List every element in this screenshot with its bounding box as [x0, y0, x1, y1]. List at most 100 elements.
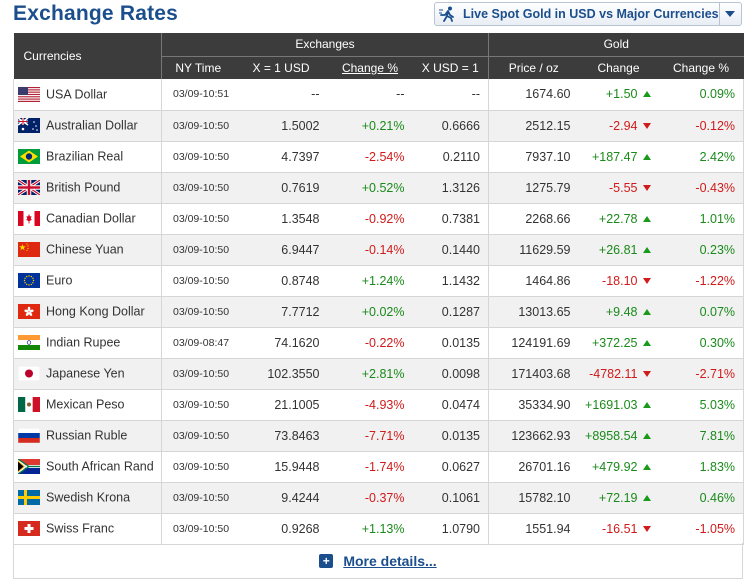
- currency-cell: USA Dollar: [13, 79, 162, 111]
- japan-flag-icon: [18, 366, 40, 382]
- table-footer: + More details...: [13, 543, 743, 579]
- rate-cell: 1.5002: [234, 110, 328, 142]
- change-pct-cell: +0.52%: [327, 172, 413, 204]
- ny-time-cell: 03/09-10:50: [161, 141, 235, 173]
- sweden-flag-icon: [18, 490, 40, 506]
- inverse-rate-cell: 1.3126: [412, 172, 489, 204]
- currency-name: USA Dollar: [46, 87, 108, 102]
- up-arrow-icon: [642, 246, 651, 253]
- gold-change-pct-cell: -0.12%: [658, 110, 745, 142]
- up-arrow-icon: [642, 401, 651, 408]
- change-pct-cell: -2.54%: [327, 141, 413, 173]
- brazil-flag-icon: [18, 149, 40, 165]
- gold-change-pct-cell: 7.81%: [658, 420, 745, 452]
- currency-name: British Pound: [46, 180, 121, 195]
- rate-cell: 102.3550: [234, 358, 328, 390]
- table-row: Chinese Yuan 03/09-10:50 6.9447 -0.14% 0.144…: [13, 234, 745, 266]
- table-row: USA Dollar 03/09-10:51 -- -- -- 1674.60 +1.50 0…: [13, 79, 745, 111]
- rate-cell: 0.7619: [234, 172, 328, 204]
- canada-flag-icon: [18, 211, 40, 227]
- table-row: Russian Ruble 03/09-10:50 73.8463 -7.71% 0.0…: [13, 420, 745, 452]
- gold-change-pct-cell: 5.03%: [658, 389, 745, 421]
- chevron-down-icon[interactable]: [718, 3, 741, 25]
- currency-name: Indian Rupee: [46, 335, 121, 350]
- table-row: South African Rand 03/09-10:50 15.9448 -1.7…: [13, 451, 745, 483]
- ny-time-cell: 03/09-08:47: [161, 327, 235, 359]
- gold-change-pct-cell: 1.01%: [658, 203, 745, 235]
- gold-change-cell: +1.50: [578, 79, 659, 111]
- gold-change-cell: -4782.11: [578, 358, 659, 390]
- gold-price-cell: 15782.10: [488, 482, 579, 514]
- gold-header: Gold: [488, 33, 744, 57]
- live-spot-gold-label: Live Spot Gold in USD vs Major Currencie…: [463, 7, 719, 21]
- eu-flag-icon: [18, 273, 40, 289]
- currency-cell: Russian Ruble: [13, 420, 162, 452]
- currency-cell: Chinese Yuan: [13, 234, 162, 266]
- table-row: Swiss Franc 03/09-10:50 0.9268 +1.13% 1.0790…: [13, 513, 745, 545]
- gold-change-cell: +187.47: [578, 141, 659, 173]
- page-title: Exchange Rates: [13, 2, 179, 25]
- change-pct-header-label: Change %: [341, 60, 399, 75]
- change-pct-cell: +1.13%: [327, 513, 413, 545]
- gold-price-cell: 35334.90: [488, 389, 579, 421]
- currency-cell: Hong Kong Dollar: [13, 296, 162, 328]
- rate-cell: 73.8463: [234, 420, 328, 452]
- up-arrow-icon: [642, 339, 651, 346]
- currency-name: Euro: [46, 273, 73, 288]
- change-pct-cell: --: [327, 79, 413, 111]
- inverse-rate-cell: 0.0135: [412, 420, 489, 452]
- inverse-rate-cell: 0.1061: [412, 482, 489, 514]
- table-row: Brazilian Real 03/09-10:50 4.7397 -2.54% 0.2…: [13, 141, 745, 173]
- currency-cell: South African Rand: [13, 451, 162, 483]
- inverse-rate-cell: 0.6666: [412, 110, 489, 142]
- gold-change-cell: +479.92: [578, 451, 659, 483]
- gold-change-cell: +8958.54: [578, 420, 659, 452]
- currency-name: Chinese Yuan: [46, 242, 124, 257]
- gold-price-cell: 2268.66: [488, 203, 579, 235]
- rate-cell: 21.1005: [234, 389, 328, 421]
- currency-cell: Mexican Peso: [13, 389, 162, 421]
- rate-cell: --: [234, 79, 328, 111]
- gold-change-value: +479.92: [591, 459, 638, 474]
- gold-change-value: +72.19: [598, 490, 638, 505]
- gold-change-cell: +72.19: [578, 482, 659, 514]
- live-spot-gold-dropdown[interactable]: Live Spot Gold in USD vs Major Currencie…: [434, 2, 742, 26]
- currency-name: Hong Kong Dollar: [46, 304, 145, 319]
- gold-change-value: +1691.03: [585, 397, 638, 412]
- gold-change-value: -5.55: [609, 180, 638, 195]
- gold-change-pct-cell: 0.09%: [658, 79, 745, 111]
- gold-change-header: Change: [578, 56, 659, 79]
- gold-change-pct-cell: 0.23%: [658, 234, 745, 266]
- currency-name: Brazilian Real: [46, 149, 124, 164]
- more-details-link[interactable]: More details...: [343, 552, 437, 569]
- ny-time-cell: 03/09-10:51: [161, 79, 235, 111]
- inverse-rate-cell: 0.1440: [412, 234, 489, 266]
- gold-change-pct-cell: 2.42%: [658, 141, 745, 173]
- up-arrow-icon: [642, 463, 651, 470]
- inverse-rate-cell: --: [412, 79, 489, 111]
- table-row: Mexican Peso 03/09-10:50 21.1005 -4.93% 0.04…: [13, 389, 745, 421]
- gold-change-pct-cell: -0.43%: [658, 172, 745, 204]
- gold-change-pct-cell: -1.22%: [658, 265, 745, 297]
- change-pct-sort-header[interactable]: Change %: [327, 56, 413, 79]
- gold-change-pct-cell: 1.83%: [658, 451, 745, 483]
- change-pct-cell: +1.24%: [327, 265, 413, 297]
- down-arrow-icon: [642, 525, 651, 532]
- currency-cell: Swedish Krona: [13, 482, 162, 514]
- gold-change-cell: -5.55: [578, 172, 659, 204]
- gold-change-cell: -18.10: [578, 265, 659, 297]
- gold-change-value: +187.47: [591, 149, 638, 164]
- rate-cell: 7.7712: [234, 296, 328, 328]
- change-pct-cell: -0.14%: [327, 234, 413, 266]
- gold-price-cell: 26701.16: [488, 451, 579, 483]
- gold-price-cell: 171403.68: [488, 358, 579, 390]
- up-arrow-icon: [642, 494, 651, 501]
- russia-flag-icon: [18, 428, 40, 444]
- ny-time-cell: 03/09-10:50: [161, 110, 235, 142]
- up-arrow-icon: [642, 153, 651, 160]
- table-row: Indian Rupee 03/09-08:47 74.1620 -0.22% 0.01…: [13, 327, 745, 359]
- currency-name: Mexican Peso: [46, 397, 125, 412]
- rate-cell: 15.9448: [234, 451, 328, 483]
- south-africa-flag-icon: [18, 459, 40, 475]
- gold-change-cell: +9.48: [578, 296, 659, 328]
